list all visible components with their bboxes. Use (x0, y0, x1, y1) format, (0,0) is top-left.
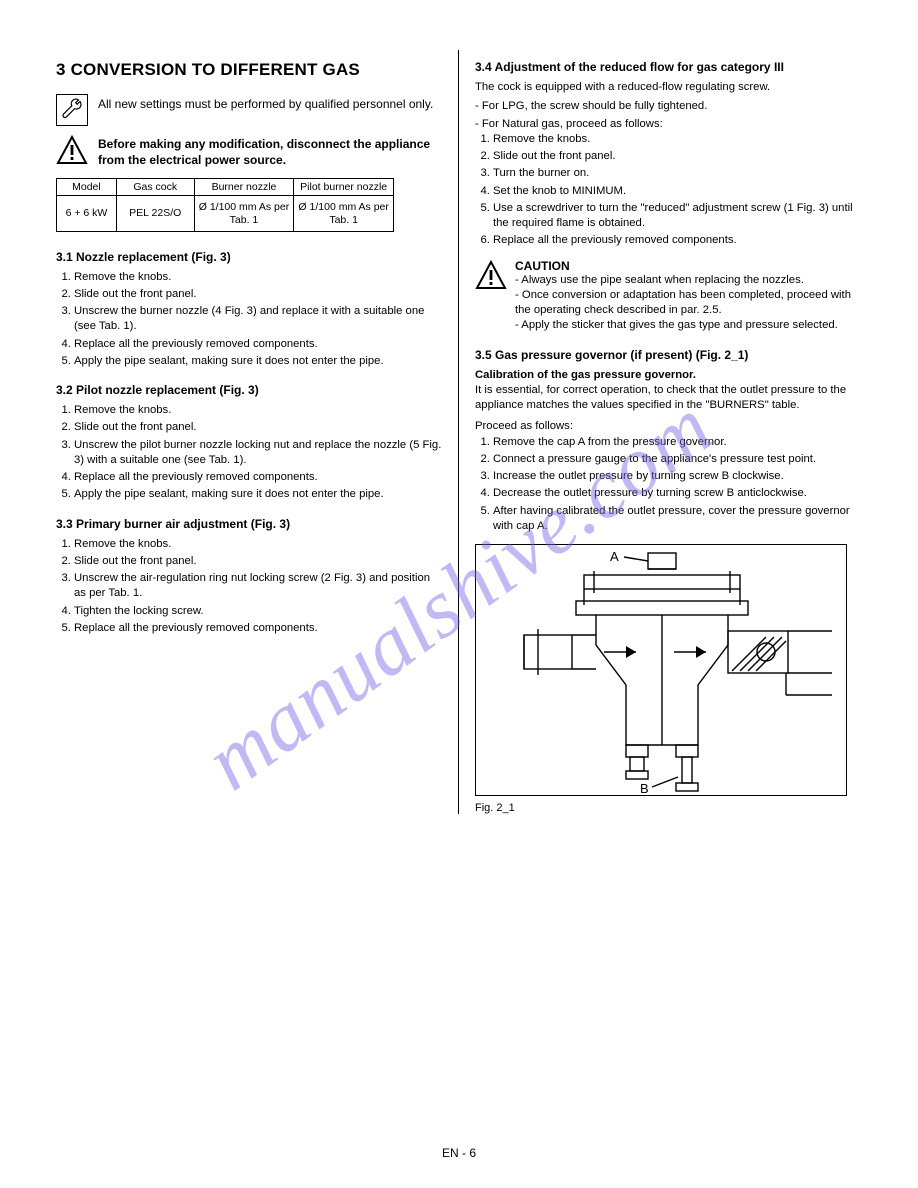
warning-icon (56, 134, 88, 166)
list-item: Connect a pressure gauge to the applianc… (493, 452, 862, 467)
list-item: Remove the knobs. (74, 270, 442, 285)
wrench-note: All new settings must be performed by qu… (56, 94, 442, 126)
table-header-row: Model Gas cock Burner nozzle Pilot burne… (57, 179, 394, 196)
list-item: Apply the pipe sealant, making sure it d… (74, 354, 442, 369)
paragraph-3-4: The cock is equipped with a reduced-flow… (475, 80, 862, 95)
th-gascock: Gas cock (116, 179, 194, 196)
wrench-icon (56, 94, 88, 126)
list-item: Apply the sticker that gives the gas typ… (515, 318, 862, 333)
list-item: Unscrew the burner nozzle (4 Fig. 3) and… (74, 304, 442, 335)
list-item: Remove the knobs. (493, 132, 862, 147)
figure-2-1: A B (475, 544, 847, 796)
warning-note: Before making any modification, disconne… (56, 134, 442, 168)
subheading-3-1: 3.1 Nozzle replacement (Fig. 3) (56, 250, 442, 264)
list-item: Set the knob to MINIMUM. (493, 184, 862, 199)
caution-block: CAUTION Always use the pipe sealant when… (475, 259, 862, 334)
label-b-text: B (640, 781, 649, 796)
right-column: 3.4 Adjustment of the reduced flow for g… (459, 50, 862, 814)
table-row: 6 + 6 kW PEL 22S/O Ø 1/100 mm As per Tab… (57, 196, 394, 231)
governor-diagram-icon: A B (476, 545, 848, 797)
list-item: After having calibrated the outlet press… (493, 504, 862, 535)
intro-bold-3-5: Calibration of the gas pressure governor… (475, 368, 862, 383)
label-a-text: A (610, 549, 619, 564)
list-item: For LPG, the screw should be fully tight… (475, 99, 862, 114)
subheading-3-3: 3.3 Primary burner air adjustment (Fig. … (56, 517, 442, 531)
list-item: Tighten the locking screw. (74, 604, 442, 619)
list-item: Turn the burner on. (493, 166, 862, 181)
list-item: Remove the knobs. (74, 537, 442, 552)
steps-3-1: Remove the knobs. Slide out the front pa… (56, 270, 442, 370)
list-item: Always use the pipe sealant when replaci… (515, 273, 862, 288)
list-item: Replace all the previously removed compo… (493, 233, 862, 248)
th-burner-nozzle: Burner nozzle (194, 179, 294, 196)
subheading-3-2: 3.2 Pilot nozzle replacement (Fig. 3) (56, 383, 442, 397)
nozzle-table: Model Gas cock Burner nozzle Pilot burne… (56, 178, 394, 231)
intro-3-5: It is essential, for correct operation, … (475, 383, 862, 414)
list-item: Slide out the front panel. (493, 149, 862, 164)
list-item: Unscrew the pilot burner nozzle locking … (74, 438, 442, 469)
th-model: Model (57, 179, 117, 196)
caution-list: Always use the pipe sealant when replaci… (515, 273, 862, 334)
steps-3-5: Remove the cap A from the pressure gover… (475, 435, 862, 535)
list-item: Remove the cap A from the pressure gover… (493, 435, 862, 450)
steps-3-4: Remove the knobs. Slide out the front pa… (475, 132, 862, 249)
lead-3-5: Proceed as follows: (475, 419, 862, 434)
list-item: Unscrew the air-regulation ring nut lock… (74, 571, 442, 602)
list-item: Slide out the front panel. (74, 420, 442, 435)
wrench-note-text: All new settings must be performed by qu… (98, 94, 433, 112)
figure-caption: Fig. 2_1 (475, 802, 862, 814)
list-item: Replace all the previously removed compo… (74, 337, 442, 352)
td-pilot-nozzle: Ø 1/100 mm As per Tab. 1 (294, 196, 394, 231)
subheading-3-5: 3.5 Gas pressure governor (if present) (… (475, 348, 862, 362)
list-item: Slide out the front panel. (74, 287, 442, 302)
caution-label: CAUTION (515, 259, 862, 273)
th-pilot-nozzle: Pilot burner nozzle (294, 179, 394, 196)
list-item: Replace all the previously removed compo… (74, 470, 442, 485)
list-item: Remove the knobs. (74, 403, 442, 418)
document-page: 3 CONVERSION TO DIFFERENT GAS All new se… (0, 0, 918, 854)
left-column: 3 CONVERSION TO DIFFERENT GAS All new se… (56, 50, 459, 814)
list-item: Increase the outlet pressure by turning … (493, 469, 862, 484)
list-lpg: For LPG, the screw should be fully tight… (475, 99, 862, 114)
page-footer: EN - 6 (0, 1146, 918, 1160)
list-item: Decrease the outlet pressure by turning … (493, 486, 862, 501)
td-model: 6 + 6 kW (57, 196, 117, 231)
warning-note-text: Before making any modification, disconne… (98, 134, 442, 168)
list-item: Apply the pipe sealant, making sure it d… (74, 487, 442, 502)
td-gascock: PEL 22S/O (116, 196, 194, 231)
list-item: Use a screwdriver to turn the "reduced" … (493, 201, 862, 232)
list-item: For Natural gas, proceed as follows: (475, 117, 862, 132)
steps-3-3: Remove the knobs. Slide out the front pa… (56, 537, 442, 637)
list-item: Once conversion or adaptation has been c… (515, 288, 862, 319)
list-item: Replace all the previously removed compo… (74, 621, 442, 636)
list-item: Slide out the front panel. (74, 554, 442, 569)
warning-icon (475, 259, 507, 291)
td-burner-nozzle: Ø 1/100 mm As per Tab. 1 (194, 196, 294, 231)
section-heading-conversion: 3 CONVERSION TO DIFFERENT GAS (56, 60, 442, 80)
subheading-3-4: 3.4 Adjustment of the reduced flow for g… (475, 60, 862, 74)
steps-3-2: Remove the knobs. Slide out the front pa… (56, 403, 442, 503)
list-natgas: For Natural gas, proceed as follows: (475, 117, 862, 132)
